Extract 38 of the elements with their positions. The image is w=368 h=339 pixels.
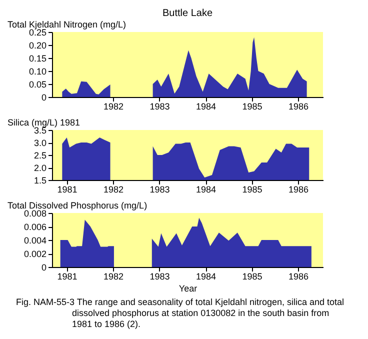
y-tick-label: 0.15: [28, 54, 46, 64]
y-tick-label: 1.5: [34, 176, 46, 186]
x-tick-label: 1981: [57, 184, 78, 194]
y-tick-label: 0.05: [28, 80, 46, 90]
x-tick-label: 1983: [150, 184, 170, 194]
x-tick-label: 1985: [242, 184, 262, 194]
y-tick-label: 0.008: [24, 208, 46, 218]
x-tick-label: 1982: [104, 102, 124, 112]
x-tick-label: 1986: [288, 102, 309, 112]
y-axis-title: Total Kjeldahl Nitrogen (mg/L): [8, 20, 126, 30]
x-tick-label: 1981: [57, 272, 78, 282]
x-tick-label: 1983: [150, 102, 170, 112]
y-tick-label: 0: [41, 92, 46, 102]
x-tick-label: 1984: [196, 272, 216, 282]
y-tick-label: 0.004: [24, 236, 46, 246]
y-tick-label: 0.002: [24, 249, 46, 259]
x-tick-label: 1986: [288, 272, 309, 282]
y-axis-title: Total Dissolved Phosphorus (mg/L): [8, 200, 148, 210]
y-tick-label: 2.0: [34, 163, 46, 173]
y-tick-label: 0.25: [28, 28, 46, 38]
y-tick-label: 0.006: [24, 222, 46, 232]
y-tick-label: 0.20: [28, 40, 46, 50]
x-tick-label: 1984: [196, 102, 216, 112]
x-tick-label: 1986: [288, 184, 309, 194]
y-tick-label: 3.0: [34, 138, 46, 148]
x-tick-label: 1985: [242, 272, 262, 282]
x-tick-label: 1982: [104, 272, 124, 282]
y-axis-title: Silica (mg/L) 1981: [8, 118, 80, 128]
text: Fig. NAM-55-3 The range and seasonality of total Kjeldahl nitrogen, silica and total dissolved phosphorus at station 0130082 in the south basin from 1981 to 1986 (2).: [15, 296, 346, 330]
x-axis-title: Year: [178, 284, 198, 294]
x-tick-label: 1982: [104, 184, 124, 194]
chart-title: Buttle Lake: [162, 8, 213, 19]
y-tick-label: 0.10: [28, 66, 46, 76]
x-tick-label: 1984: [196, 184, 216, 194]
y-tick-label: 0: [41, 262, 46, 272]
x-tick-label: 1985: [242, 102, 262, 112]
y-tick-label: 2.5: [34, 150, 46, 160]
x-tick-label: 1983: [150, 272, 170, 282]
